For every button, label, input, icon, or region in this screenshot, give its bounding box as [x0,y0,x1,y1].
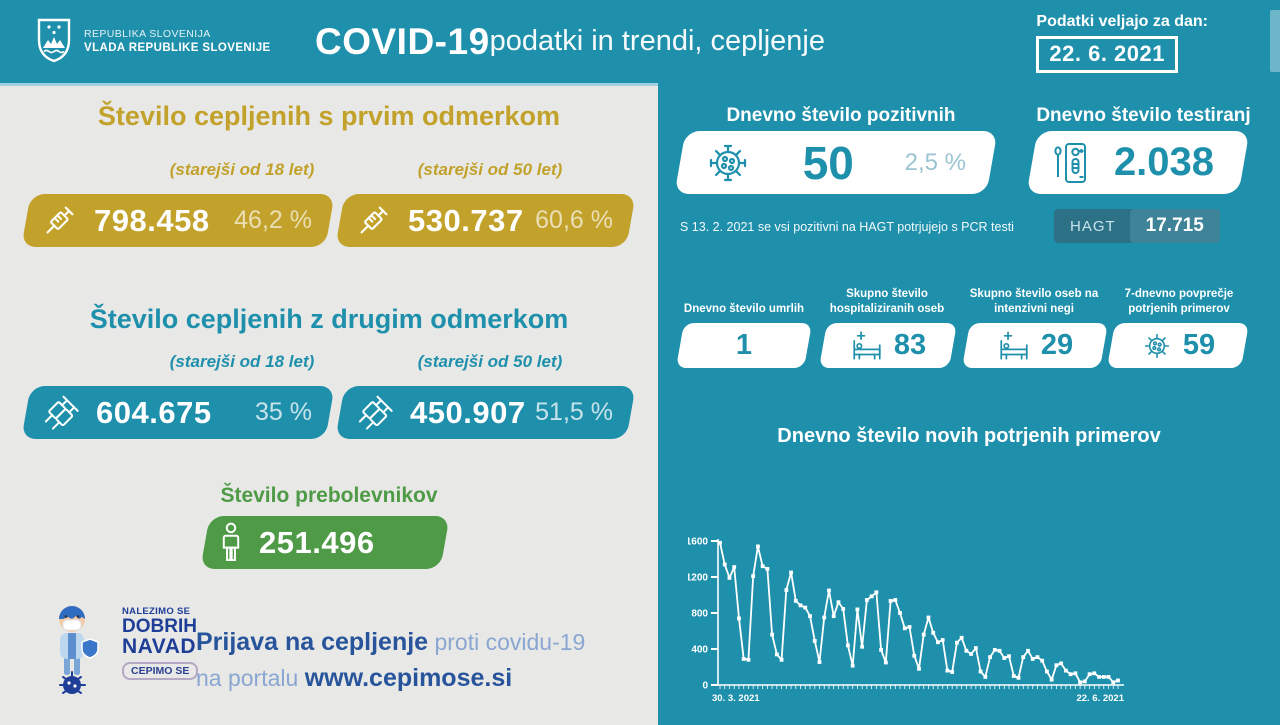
syringe-icon [46,206,74,233]
recovered-title: Število prebolevnikov [220,484,438,507]
tests-title: Dnevno število testiranj [1036,105,1251,126]
recovered-value: 251.496 [259,524,375,560]
tests-value: 2.038 [1113,140,1215,184]
first-dose-title: Število cepljenih s prvim odmerkom [97,101,561,131]
avg7-label: 7-dnevno povprečje potrjenih primerov [1124,288,1234,316]
mascot-image [59,606,99,694]
second-dose-18-bar: 604.675 35 % [21,386,335,439]
virus-icon [709,144,747,181]
virus-icon [1144,333,1169,358]
first-dose-18-value: 798.458 [94,202,210,238]
svg-text:400: 400 [691,645,708,656]
badge-line1: NALEZIMO SE [122,606,191,617]
double-syringe-icon [358,395,393,430]
page-title: COVID-19 podatki in trendi, cepljenje [240,0,900,83]
page-title-bold: COVID-19 [315,20,490,62]
second-dose-age-label-50: (starejši od 50 let) [417,352,563,371]
icu-label: Skupno število oseb na intenzivni negi [969,288,1099,316]
daily-cases-chart: 0 400 800 1200 1600 30. 3. 2021 22. 6. 2021 [686,533,1138,718]
first-dose-50-bar: 530.737 60,6 % [335,194,636,247]
svg-text:800: 800 [691,609,708,620]
cta-light-2: na portalu [196,665,305,691]
hospital-bed-icon [853,331,881,360]
svg-text:22. 6. 2021: 22. 6. 2021 [1076,693,1124,704]
icu-box: 29 [962,323,1108,368]
second-dose-50-value: 450.907 [410,394,526,430]
daily-stats-panel: Dnevno število pozitivnih 50 [658,83,1280,725]
second-dose-50-bar: 450.907 51,5 % [335,386,636,439]
vaccination-cta: Prijava na cepljenje proti covidu-19 na … [196,624,636,696]
first-dose-50-value: 530.737 [408,202,524,238]
header-bar: REPUBLIKA SLOVENIJA VLADA REPUBLIKE SLOV… [0,0,1280,83]
syringe-icon [360,206,388,233]
second-dose-18-pct: 35 % [255,398,312,426]
chart-title: Dnevno število novih potrjenih primerov [777,425,1161,447]
logo-line2: VLADA REPUBLIKE SLOVENIJE [84,42,271,54]
person-icon [222,522,240,561]
badge-pill: CEPIMO SE [122,662,199,680]
double-syringe-icon [44,395,79,430]
second-dose-title: Število cepljenih z drugim odmerkom [89,304,569,334]
positives-bar: 50 2,5 % [674,131,998,194]
cta-portal-link[interactable]: www.cepimose.si [304,664,513,692]
date-label: Podatki veljajo za dan: [1036,13,1208,30]
edge-decoration [1270,10,1280,72]
svg-text:0: 0 [702,681,708,692]
page-title-rest: podatki in trendi, cepljenje [489,25,825,57]
second-dose-age-label-18: (starejši od 18 let) [169,352,315,371]
second-dose-50-pct: 51,5 % [535,398,613,426]
svg-text:1600: 1600 [688,537,708,548]
first-dose-18-pct: 46,2 % [234,206,312,234]
icu-value: 29 [1040,329,1074,361]
hagt-box: HAGT 17.715 [1054,209,1220,243]
hagt-label: HAGT [1070,217,1116,235]
first-dose-18-bar: 798.458 46,2 % [21,194,335,247]
badge-line2: DOBRIH [122,616,197,637]
deaths-box: 1 [676,323,812,368]
avg7-box: 59 [1107,323,1249,368]
positives-value: 50 [802,136,854,189]
deaths-label: Dnevno število umrlih [683,303,805,316]
positives-pct: 2,5 % [904,148,966,176]
campaign-badge: NALEZIMO SE DOBRIH NAVAD CEPIMO SE [122,606,206,680]
tests-bar: 2.038 [1026,131,1250,194]
logo-line1: REPUBLIKA SLOVENIJA [84,28,211,40]
slovenia-coat-of-arms-icon [37,18,71,63]
second-dose-18-value: 604.675 [96,394,212,430]
hagt-value: 17.715 [1129,209,1220,243]
hospitalized-box: 83 [819,323,957,368]
first-dose-age-label-18: (starejši od 18 let) [169,160,315,179]
icu-bed-icon [1000,331,1028,360]
daily-cases-line-chart: 0 400 800 1200 1600 30. 3. 2021 22. 6. 2021 [686,537,1125,705]
positives-title: Dnevno število pozitivnih [726,105,956,126]
data-date-block: Podatki veljajo za dan: 22. 6. 2021 [1036,13,1208,73]
cta-light-1: proti covidu-19 [428,629,586,655]
avg7-value: 59 [1182,329,1216,361]
svg-text:30. 3. 2021: 30. 3. 2021 [712,693,760,704]
recovered-bar: 251.496 [200,516,450,569]
hospitalized-label: Skupno število hospitaliziranih oseb [829,288,945,316]
hospitalized-value: 83 [893,329,927,361]
svg-text:1200: 1200 [688,573,708,584]
date-value: 22. 6. 2021 [1036,36,1178,73]
government-logo: REPUBLIKA SLOVENIJA VLADA REPUBLIKE SLOV… [36,18,271,64]
badge-line3: NAVAD [122,635,197,658]
deaths-value: 1 [735,329,753,361]
first-dose-age-label-50: (starejši od 50 let) [417,160,563,179]
test-kit-icon [1054,142,1086,183]
first-dose-50-pct: 60,6 % [535,206,613,234]
cta-bold-1: Prijava na cepljenje [196,628,429,656]
hagt-note: S 13. 2. 2021 se vsi pozitivni na HAGT p… [680,220,1014,234]
vaccination-panel: Število cepljenih s prvim odmerkom (star… [0,83,658,725]
